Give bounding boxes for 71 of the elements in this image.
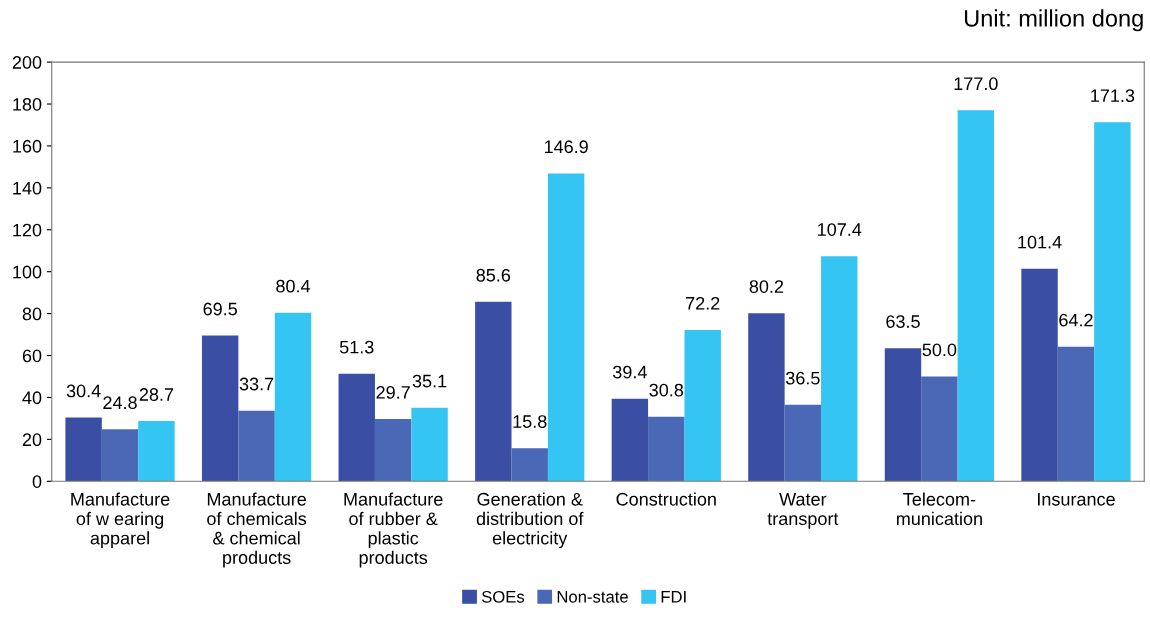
y-tick-label: 20 <box>22 433 42 447</box>
data-label: 50.0 <box>922 343 957 357</box>
data-label: 177.0 <box>954 77 998 91</box>
data-label: 72.2 <box>686 296 720 310</box>
data-label: 63.5 <box>886 315 920 328</box>
legend-label: Non-state <box>557 591 628 603</box>
data-label: 33.7 <box>239 377 274 391</box>
y-tick-label: 140 <box>13 181 42 195</box>
x-tick-label: Construction <box>616 492 716 506</box>
x-tick-label: Manufacture of rubber & plastic products <box>344 492 443 568</box>
bar <box>1057 346 1095 482</box>
text: Unit: million dong <box>964 9 1143 32</box>
data-label: 30.8 <box>649 383 684 397</box>
x-tick-label: Manufacture of w earing apparel <box>71 492 170 549</box>
data-label: 15.8 <box>513 415 547 428</box>
data-label: 101.4 <box>1018 235 1062 249</box>
bar <box>374 419 412 482</box>
y-tick-label: 120 <box>13 223 42 237</box>
data-label: 24.8 <box>103 396 137 410</box>
y-tick-label: 180 <box>13 97 42 111</box>
y-tick-label: 160 <box>13 139 42 153</box>
y-tick-label: 60 <box>22 349 42 363</box>
data-label: 30.4 <box>66 384 101 398</box>
legend-label: FDI <box>661 591 686 603</box>
data-label: 28.7 <box>139 388 174 401</box>
x-tick-label: Manufacture of chemicals & chemical products <box>207 492 307 568</box>
data-label: 85.6 <box>476 268 511 282</box>
bar <box>547 173 585 482</box>
data-label: 64.2 <box>1059 313 1093 327</box>
bar <box>684 329 721 482</box>
data-label: 146.9 <box>544 140 588 154</box>
bar <box>821 256 858 482</box>
data-label: 171.3 <box>1091 89 1135 103</box>
data-label: 39.4 <box>612 365 647 379</box>
bar <box>921 376 958 482</box>
bar <box>784 404 822 482</box>
data-label: 36.5 <box>785 371 820 385</box>
x-tick-label: Telecom- munication <box>896 492 982 526</box>
bar <box>748 313 785 482</box>
bar <box>884 348 922 482</box>
x-tick-label: Generation & distribution of electricity <box>476 492 584 549</box>
bar <box>475 301 512 482</box>
data-label: 51.3 <box>339 340 374 354</box>
y-tick-label: 40 <box>22 391 42 405</box>
bar <box>65 417 102 482</box>
data-label: 80.2 <box>749 280 784 293</box>
bar <box>338 373 375 482</box>
bar <box>1094 122 1131 482</box>
data-label: 35.1 <box>412 374 447 388</box>
bar <box>101 429 139 482</box>
y-tick-label: 100 <box>13 265 42 279</box>
legend-label: SOEs <box>481 590 525 603</box>
y-tick-label: 80 <box>22 307 42 321</box>
bar <box>274 312 312 482</box>
bar <box>957 110 995 482</box>
bar <box>238 410 275 482</box>
bar <box>511 448 548 482</box>
y-tick-label: 200 <box>12 56 42 69</box>
data-label: 29.7 <box>376 386 410 399</box>
data-label: 107.4 <box>818 223 862 236</box>
data-label: 69.5 <box>203 302 237 316</box>
bar <box>138 421 175 482</box>
bar <box>611 398 649 482</box>
y-tick-label: 0 <box>32 475 42 488</box>
bar <box>411 407 448 482</box>
x-tick-label: Insurance <box>1037 493 1115 506</box>
data-label: 80.4 <box>276 279 311 293</box>
bar <box>648 416 685 482</box>
bar <box>201 335 239 482</box>
bar <box>1021 268 1058 482</box>
x-tick-label: Water transport <box>767 493 839 529</box>
